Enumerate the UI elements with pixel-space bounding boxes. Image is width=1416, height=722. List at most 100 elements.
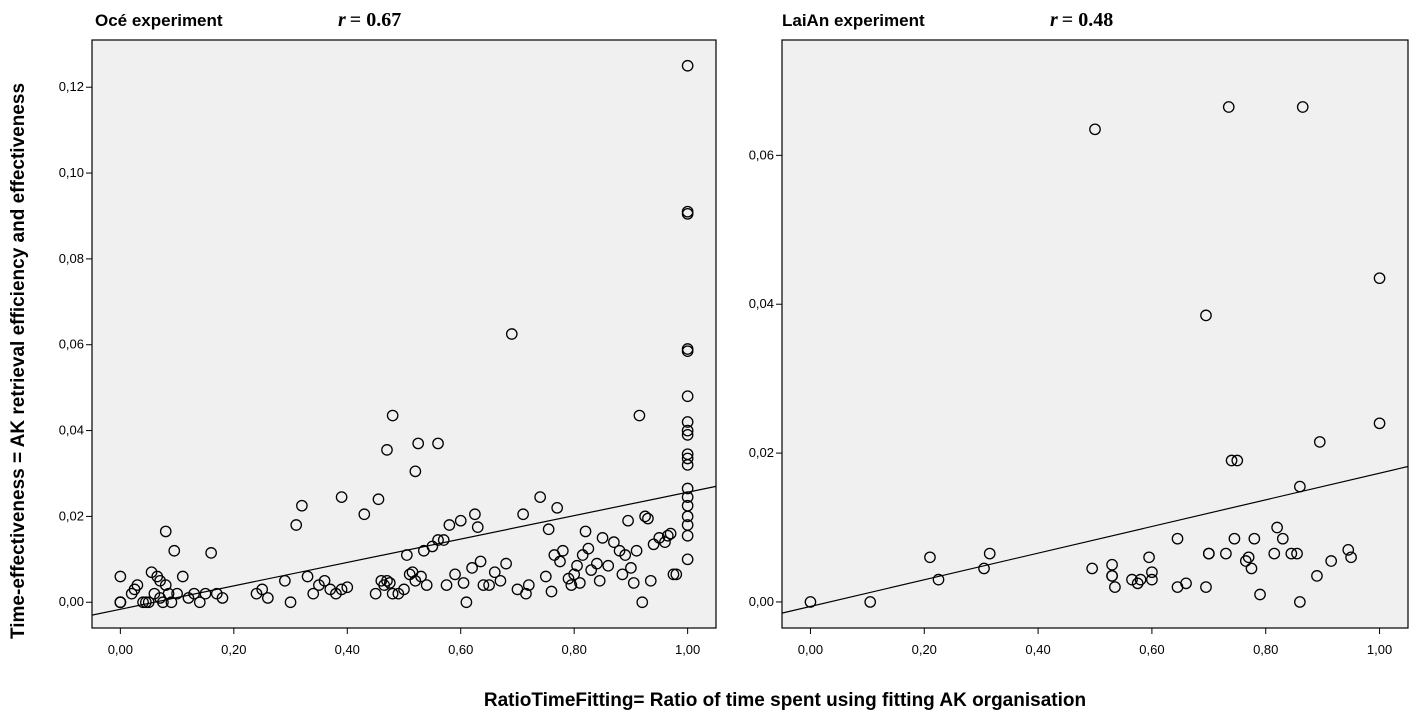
- scatter-point: [642, 512, 654, 525]
- scatter-point: [301, 570, 314, 583]
- scatter-point: [432, 534, 444, 546]
- scatter-point: [386, 587, 399, 600]
- scatter-point: [381, 444, 393, 456]
- scatter-point: [474, 555, 487, 568]
- scatter-point: [1220, 547, 1232, 560]
- scatter-point: [471, 521, 484, 533]
- y-axis-label: Time-effectiveness = AK retrieval effici…: [8, 83, 29, 639]
- scatter-point: [168, 544, 181, 557]
- scatter-point: [199, 587, 212, 600]
- scatter-point: [556, 544, 569, 557]
- scatter-point: [290, 519, 303, 531]
- scatter-point: [494, 574, 507, 587]
- scatter-point: [1254, 588, 1266, 601]
- scatter-point: [1325, 555, 1338, 567]
- scatter-point: [1294, 480, 1306, 493]
- scatter-point: [1285, 547, 1298, 560]
- scatter-point: [1228, 532, 1241, 545]
- scatter-point: [681, 424, 694, 437]
- x-tick-label: 0,20: [912, 642, 937, 657]
- y-tick-label: 0,06: [749, 147, 774, 162]
- scatter-point: [1296, 101, 1309, 113]
- scatter-point: [1291, 547, 1303, 560]
- scatter-point: [681, 459, 694, 471]
- scatter-point: [681, 452, 694, 465]
- scatter-point: [1342, 543, 1355, 556]
- plot-area-laian: [781, 39, 1409, 629]
- scatter-point: [398, 583, 410, 596]
- scatter-point: [432, 437, 444, 450]
- scatter-point: [593, 574, 606, 587]
- scatter-point: [165, 596, 178, 609]
- scatter-point: [420, 579, 433, 591]
- scatter-point: [661, 529, 674, 542]
- scatter-point: [681, 553, 694, 566]
- x-tick-label: 0,00: [798, 642, 823, 657]
- scatter-point: [262, 592, 274, 604]
- scatter-point: [924, 551, 936, 564]
- correlation-laian: r = 0.48: [1050, 9, 1113, 31]
- scatter-point: [571, 559, 583, 572]
- scatter-point: [460, 596, 473, 609]
- y-tick-label: 0,02: [59, 508, 84, 523]
- y-tick-label: 0,10: [59, 165, 84, 180]
- scatter-point: [440, 579, 453, 591]
- r-symbol: r: [338, 9, 346, 31]
- r-value-laian: = 0.48: [1062, 9, 1113, 31]
- scatter-point: [568, 568, 581, 581]
- y-tick-label: 0,00: [749, 594, 774, 609]
- scatter-point: [307, 587, 320, 600]
- scatter-point: [622, 514, 634, 527]
- scatter-point: [1171, 532, 1184, 545]
- scatter-point: [1200, 581, 1212, 593]
- scatter-point: [630, 544, 643, 557]
- scatter-point: [636, 596, 649, 609]
- scatter-point: [1106, 570, 1118, 582]
- scatter-point: [520, 587, 532, 600]
- scatter-point: [864, 596, 877, 608]
- scatter-point: [157, 596, 169, 609]
- scatter-point: [517, 508, 529, 521]
- scatter-point: [449, 568, 461, 581]
- scatter-point: [188, 587, 200, 600]
- scatter-point: [1242, 551, 1255, 564]
- scatter-point: [681, 416, 694, 428]
- x-tick-label: 0,40: [335, 642, 360, 657]
- scatter-point: [335, 583, 348, 596]
- scatter-point: [505, 328, 518, 340]
- scatter-point: [381, 574, 393, 587]
- scatter-point: [667, 568, 680, 581]
- scatter-point: [1089, 123, 1101, 136]
- scatter-point: [542, 523, 555, 536]
- scatter-point: [1131, 577, 1144, 590]
- x-tick-label: 0,00: [108, 642, 133, 657]
- scatter-point: [639, 510, 651, 523]
- scatter-point: [193, 596, 206, 609]
- scatter-point: [454, 514, 467, 527]
- scatter-point: [483, 579, 495, 591]
- scatter-point: [1146, 566, 1158, 579]
- scatter-point: [1345, 551, 1357, 564]
- scatter-point: [140, 596, 152, 609]
- scatter-point: [412, 437, 425, 450]
- panel-laian-experiment: LaiAn experiment r = 0.48 0,00 0,02 0,04 0,0…: [749, 9, 1409, 657]
- scatter-point: [114, 596, 127, 609]
- scatter-point: [565, 579, 578, 591]
- scatter-point: [358, 508, 371, 521]
- scatter-point: [1245, 562, 1258, 575]
- panel-oce-experiment: Océ experiment r = 0.67 0,00 0,02 0,04 0,06 0…: [59, 9, 717, 657]
- scatter-point: [409, 465, 422, 478]
- scatter-point: [608, 536, 620, 549]
- scatter-point: [284, 596, 297, 609]
- scatter-point: [296, 499, 308, 512]
- scatter-point: [372, 493, 385, 506]
- scatter-point: [681, 510, 694, 523]
- scatter-point: [369, 587, 382, 600]
- scatter-point: [443, 519, 456, 531]
- scatter-point: [466, 562, 478, 574]
- scatter-point: [279, 574, 291, 587]
- y-tick-label: 0,08: [59, 251, 84, 266]
- scatter-point: [522, 579, 535, 591]
- panel-title-laian: LaiAn experiment: [782, 11, 925, 30]
- plot-area-oce: [91, 39, 717, 629]
